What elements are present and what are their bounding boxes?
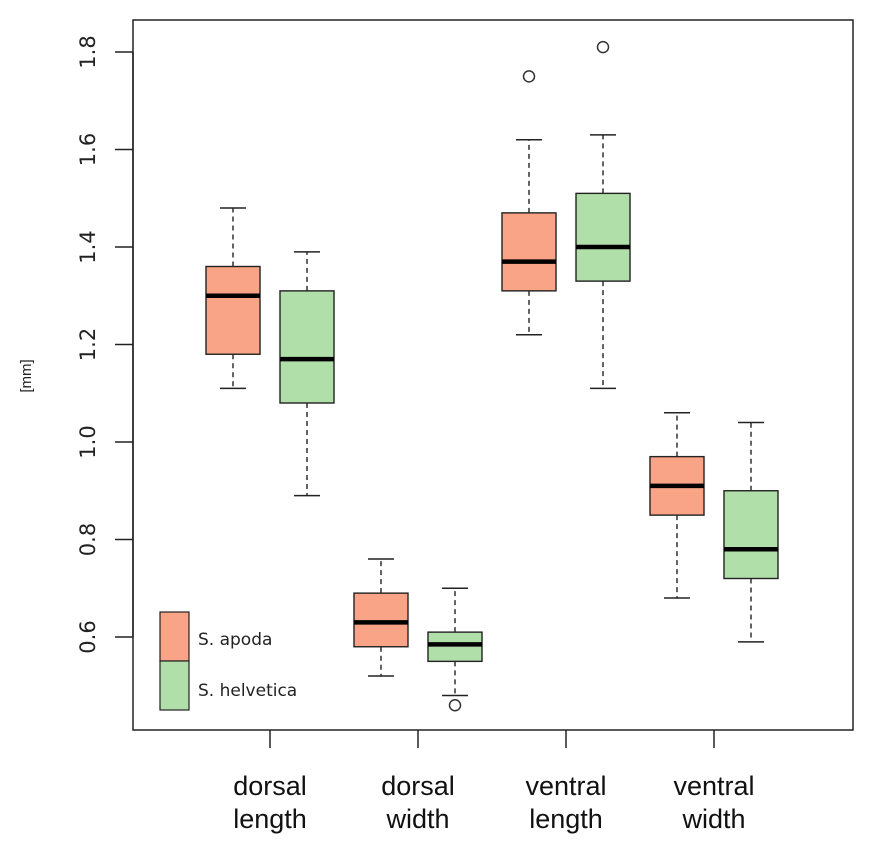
box-iqr bbox=[353, 592, 409, 648]
x-category-label-line1: ventral bbox=[525, 771, 606, 801]
box-s-helvetica bbox=[575, 40, 631, 390]
y-tick-label: 1.8 bbox=[76, 35, 100, 68]
box-s-apoda bbox=[353, 558, 409, 677]
legend-swatch-s-apoda bbox=[159, 611, 190, 662]
x-category-label-line2: width bbox=[385, 804, 449, 834]
x-category-label-line1: dorsal bbox=[233, 771, 307, 801]
outlier-point bbox=[522, 70, 536, 83]
outlier-point bbox=[448, 699, 462, 712]
y-axis-label: [mm] bbox=[18, 359, 35, 392]
legend: S. apoda S. helvetica bbox=[159, 611, 297, 711]
legend-label-s-helvetica: S. helvetica bbox=[198, 681, 297, 701]
box-s-helvetica bbox=[279, 251, 335, 497]
y-tick-label: 1.6 bbox=[76, 133, 100, 166]
box-iqr bbox=[205, 265, 261, 355]
box-iqr bbox=[575, 192, 631, 282]
box-groups bbox=[205, 40, 779, 712]
x-category-label-line2: length bbox=[233, 804, 307, 834]
plot-frame bbox=[132, 19, 854, 731]
x-category-label-line2: length bbox=[529, 804, 603, 834]
y-tick-label: 1.0 bbox=[76, 425, 100, 458]
box-s-helvetica bbox=[427, 587, 483, 712]
y-tick-label: 0.8 bbox=[76, 523, 100, 556]
box-iqr bbox=[723, 490, 779, 580]
box-s-apoda bbox=[205, 207, 261, 390]
x-category-label-line2: width bbox=[681, 804, 745, 834]
y-axis: 0.6 0.8 1.0 1.2 1.4 1.6 1.8 bbox=[76, 35, 134, 654]
legend-label-s-apoda: S. apoda bbox=[198, 630, 272, 650]
box-iqr bbox=[501, 212, 557, 292]
box-s-helvetica bbox=[723, 421, 779, 643]
x-category-label-line1: dorsal bbox=[381, 771, 455, 801]
y-tick-label: 1.2 bbox=[76, 328, 100, 361]
y-tick-label: 0.6 bbox=[76, 620, 100, 653]
x-axis: dorsallengthdorsalwidthventrallengthvent… bbox=[233, 730, 755, 834]
box-iqr bbox=[427, 631, 483, 663]
box-s-apoda bbox=[649, 412, 705, 599]
legend-swatch-s-helvetica bbox=[159, 660, 190, 711]
x-category-label-line1: ventral bbox=[673, 771, 754, 801]
y-tick-label: 1.4 bbox=[76, 230, 100, 263]
box-iqr bbox=[279, 290, 335, 404]
box-s-apoda bbox=[501, 70, 557, 336]
outlier-point bbox=[596, 40, 610, 54]
